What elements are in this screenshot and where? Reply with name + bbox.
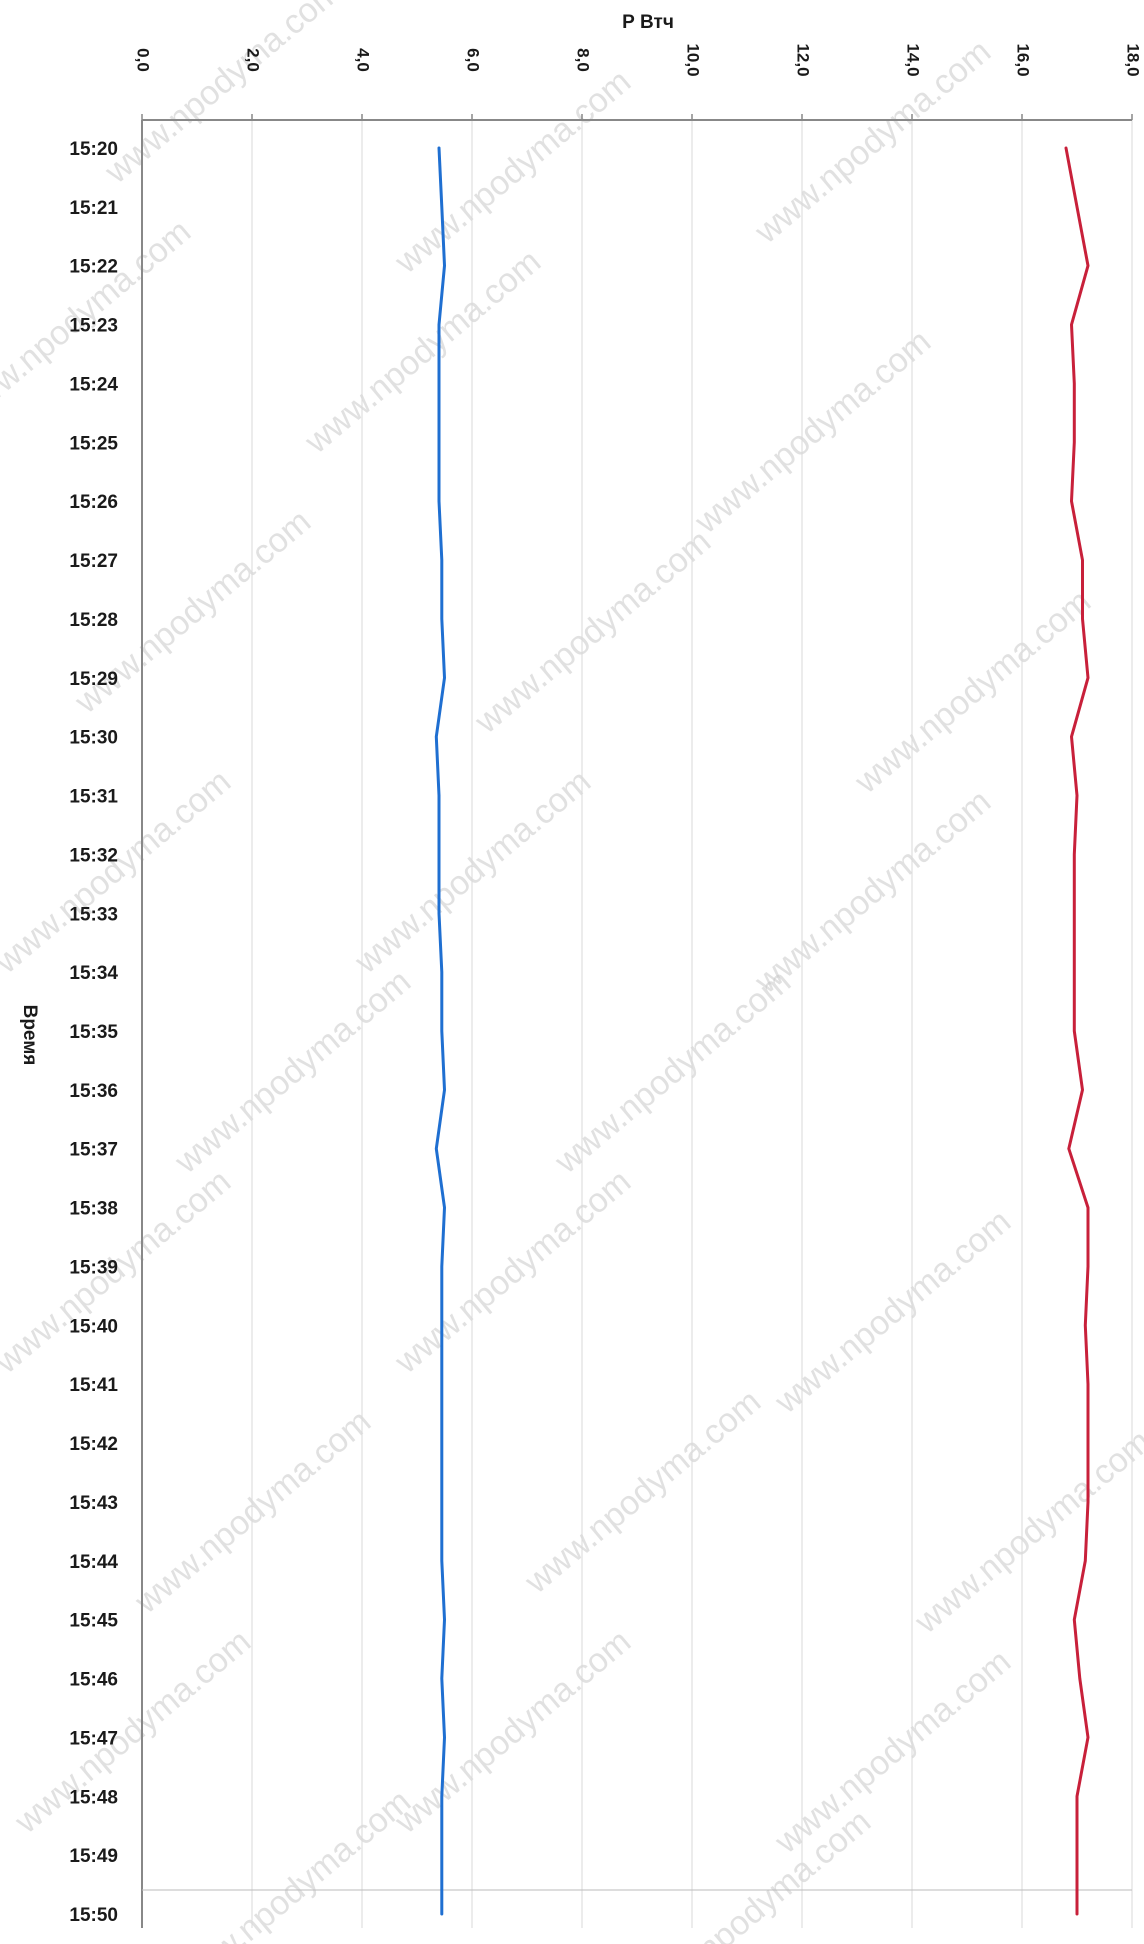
y-tick-label: 15:28 [69, 610, 118, 631]
x-tick-label: 2,0 [244, 48, 263, 72]
y-tick-label: 15:29 [69, 669, 118, 690]
y-tick-label: 15:31 [69, 787, 118, 808]
y-tick-label: 15:27 [69, 551, 118, 572]
x-axis-title: Р Втч [622, 12, 674, 33]
y-tick-label: 15:24 [69, 374, 118, 395]
watermark-text: www.npodyma.com [127, 1402, 378, 1621]
y-tick-label: 15:49 [69, 1846, 118, 1867]
watermark-text: www.npodyma.com [387, 1622, 638, 1841]
watermark-text: www.npodyma.com [467, 522, 718, 741]
y-tick-label: 15:43 [69, 1493, 118, 1514]
x-tick-label: 4,0 [354, 48, 373, 72]
y-tick-label: 15:48 [69, 1787, 118, 1808]
y-tick-label: 15:30 [69, 728, 118, 749]
y-tick-label: 15:25 [69, 433, 118, 454]
y-tick-label: 15:22 [69, 257, 118, 278]
watermark-text: www.npodyma.com [767, 1202, 1018, 1421]
y-tick-label: 15:34 [69, 963, 118, 984]
y-tick-label: 15:23 [69, 316, 118, 337]
x-tick-label: 0,0 [134, 48, 153, 72]
watermark-text: www.npodyma.com [387, 62, 638, 281]
x-tick-label: 12,0 [794, 43, 813, 76]
watermark-text: www.npodyma.com [907, 1422, 1144, 1641]
y-tick-label: 15:32 [69, 845, 118, 866]
watermark-text: www.npodyma.com [747, 782, 998, 1001]
series-line-1 [436, 148, 444, 1914]
y-tick-label: 15:47 [69, 1728, 118, 1749]
y-axis-title: Время [19, 1005, 40, 1066]
y-tick-labels: 15:20 15:21 15:22 15:23 15:24 15:25 15:26 15:27… [69, 139, 118, 1926]
series-line-2 [1066, 148, 1088, 1914]
x-tick-label: 16,0 [1014, 43, 1033, 76]
watermark-text: www.npodyma.com [347, 762, 598, 981]
watermark-text: www.npodyma.com [387, 1162, 638, 1381]
watermark-text: www.npodyma.com [747, 32, 998, 251]
watermark-text: www.npodyma.com [687, 322, 938, 541]
watermark-text: www.npodyma.com [297, 242, 548, 461]
watermark-text: www.npodyma.com [0, 1162, 238, 1381]
y-tick-label: 15:35 [69, 1022, 118, 1043]
watermark-text: www.npodyma.com [517, 1382, 768, 1601]
x-tick-label: 14,0 [904, 43, 923, 76]
x-tick-label: 18,0 [1124, 43, 1143, 76]
y-tick-label: 15:20 [69, 139, 118, 160]
y-tick-label: 15:36 [69, 1081, 118, 1102]
watermark-text: www.npodyma.com [167, 962, 418, 1181]
x-tick-label: 8,0 [574, 48, 593, 72]
watermark-text: www.npodyma.com [547, 962, 798, 1181]
watermark-text: www.npodyma.com [0, 762, 238, 981]
y-tick-label: 15:39 [69, 1257, 118, 1278]
y-tick-label: 15:33 [69, 904, 118, 925]
y-tick-label: 15:45 [69, 1611, 118, 1632]
watermark-text: www.npodyma.com [167, 1782, 418, 1944]
y-tick-label: 15:41 [69, 1375, 118, 1396]
y-tick-label: 15:21 [69, 198, 118, 219]
y-tick-label: 15:42 [69, 1434, 118, 1455]
y-tick-label: 15:50 [69, 1905, 118, 1926]
y-tick-label: 15:37 [69, 1140, 118, 1161]
y-tick-label: 15:40 [69, 1316, 118, 1337]
y-tick-label: 15:44 [69, 1552, 118, 1573]
watermark-text: www.npodyma.com [847, 582, 1098, 801]
watermark-text: www.npodyma.com [627, 1802, 878, 1944]
watermark-text: www.npodyma.com [97, 0, 348, 192]
x-tick-label: 10,0 [684, 43, 703, 76]
x-tick-label: 6,0 [464, 48, 483, 72]
y-tick-label: 15:46 [69, 1670, 118, 1691]
watermark-text: www.npodyma.com [7, 1622, 258, 1841]
y-tick-label: 15:26 [69, 492, 118, 513]
y-tick-label: 15:38 [69, 1199, 118, 1220]
watermark-text: www.npodyma.com [767, 1642, 1018, 1861]
